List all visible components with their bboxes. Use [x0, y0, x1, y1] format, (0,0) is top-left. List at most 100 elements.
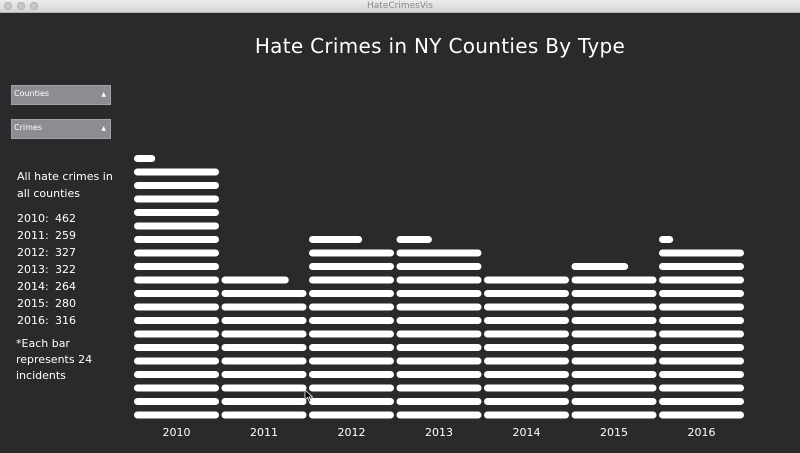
- bar: [134, 182, 219, 189]
- bar-column-2010: [134, 155, 219, 419]
- bar: [571, 330, 657, 338]
- bar: [659, 249, 744, 257]
- bar: [134, 290, 219, 297]
- bar: [134, 317, 219, 324]
- partial-bar: [571, 263, 629, 270]
- bar: [571, 371, 657, 378]
- bar: [571, 411, 657, 419]
- bar-column-2011: [221, 276, 307, 419]
- total-value: 322: [55, 263, 76, 276]
- bar-column-2016: [659, 236, 744, 419]
- bar: [571, 276, 657, 284]
- bar-column-2012: [309, 236, 394, 419]
- bar: [134, 276, 219, 284]
- zoom-window-button[interactable]: [30, 2, 38, 10]
- bar: [134, 249, 219, 257]
- bar: [396, 357, 482, 365]
- x-tick-label: 2010: [163, 426, 191, 439]
- bar: [484, 371, 569, 378]
- total-row: 2012: 327: [17, 244, 117, 261]
- partial-bar: [309, 236, 363, 243]
- bar: [396, 249, 482, 257]
- bar: [659, 330, 744, 338]
- total-year: 2016:: [17, 314, 49, 327]
- bar: [134, 195, 219, 203]
- bar: [396, 398, 482, 405]
- bar: [571, 317, 657, 324]
- bar: [659, 263, 744, 270]
- bar: [484, 303, 569, 311]
- bar: [309, 290, 394, 297]
- bar: [221, 357, 307, 365]
- bar: [309, 371, 394, 378]
- bar: [134, 168, 219, 176]
- partial-bar: [396, 236, 432, 243]
- bar: [221, 398, 307, 405]
- bar: [396, 344, 482, 351]
- bar: [571, 398, 657, 405]
- bar: [309, 411, 394, 419]
- bar: [659, 384, 744, 392]
- bar: [134, 384, 219, 392]
- mouse-cursor-icon: [304, 389, 314, 403]
- minimize-window-button[interactable]: [17, 2, 25, 10]
- partial-bar: [221, 276, 289, 284]
- bar: [659, 303, 744, 311]
- summary-heading: All hate crimes in all counties: [17, 170, 113, 200]
- chevron-up-icon: ▲: [101, 91, 106, 98]
- bar: [309, 263, 394, 270]
- total-row: 2010: 462: [17, 210, 117, 227]
- bar: [659, 371, 744, 378]
- bar-column-2014: [484, 276, 569, 419]
- bar: [309, 398, 394, 405]
- crimes-dropdown-label: Crimes: [14, 123, 42, 132]
- bar: [484, 384, 569, 392]
- crimes-dropdown[interactable]: Crimes ▲: [11, 119, 111, 139]
- bar: [134, 236, 219, 243]
- bar: [309, 384, 394, 392]
- bar: [221, 303, 307, 311]
- total-row: 2014: 264: [17, 278, 117, 295]
- bar: [309, 344, 394, 351]
- bar: [309, 357, 394, 365]
- total-value: 316: [55, 314, 76, 327]
- total-year: 2015:: [17, 297, 49, 310]
- counties-dropdown[interactable]: Counties ▲: [11, 85, 111, 105]
- bar: [396, 411, 482, 419]
- bar: [396, 371, 482, 378]
- total-value: 264: [55, 280, 76, 293]
- total-row: 2011: 259: [17, 227, 117, 244]
- bar: [659, 317, 744, 324]
- bar: [134, 411, 219, 419]
- bar: [396, 317, 482, 324]
- total-year: 2012:: [17, 246, 49, 259]
- bar: [396, 263, 482, 270]
- total-value: 327: [55, 246, 76, 259]
- partial-bar: [134, 155, 156, 162]
- bar: [484, 344, 569, 351]
- x-tick-label: 2015: [600, 426, 628, 439]
- x-tick-label: 2012: [338, 426, 366, 439]
- bar: [309, 303, 394, 311]
- total-value: 259: [55, 229, 76, 242]
- bar: [659, 411, 744, 419]
- bar: [134, 398, 219, 405]
- bar: [484, 276, 569, 284]
- bar: [571, 344, 657, 351]
- total-row: 2013: 322: [17, 261, 117, 278]
- close-window-button[interactable]: [4, 2, 12, 10]
- bar: [221, 411, 307, 419]
- summary-panel: All hate crimes in all counties 2010: 462…: [17, 168, 117, 329]
- bar: [484, 411, 569, 419]
- x-tick-label: 2016: [688, 426, 716, 439]
- total-value: 462: [55, 212, 76, 225]
- chart-title: Hate Crimes in NY Counties By Type: [254, 34, 626, 58]
- bar-column-2015: [571, 263, 657, 419]
- bar: [134, 371, 219, 378]
- bar-column-2013: [396, 236, 482, 419]
- bar: [396, 384, 482, 392]
- bar: [221, 371, 307, 378]
- bar: [484, 398, 569, 405]
- total-row: 2016: 316: [17, 312, 117, 329]
